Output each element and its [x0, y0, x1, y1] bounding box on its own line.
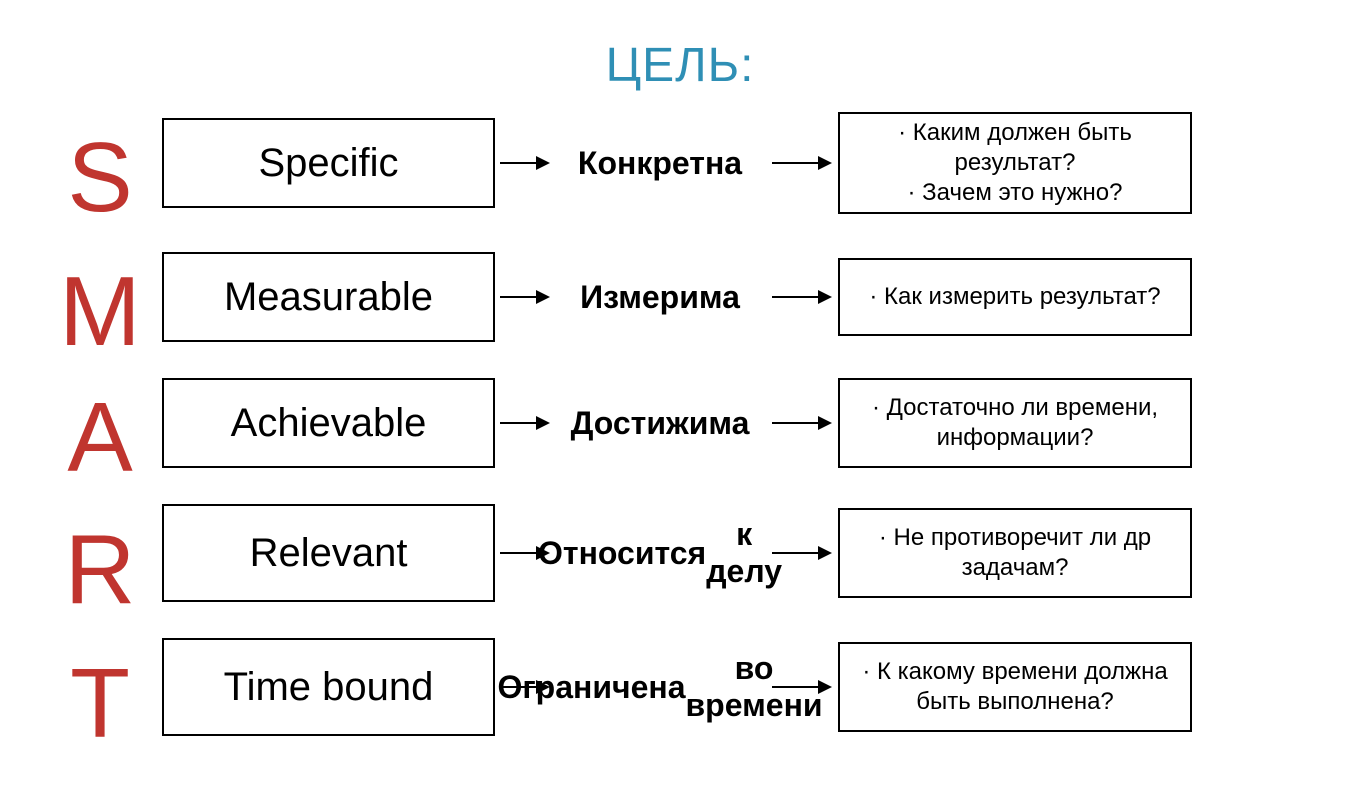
question-box-r: · Не противоречит ли дрзадачам?: [838, 508, 1192, 598]
smart-letter-a: A: [50, 388, 150, 486]
russian-label-t: Ограниченаво времени: [552, 649, 768, 725]
russian-label-s: Конкретна: [552, 143, 768, 183]
russian-label-m: Измерима: [552, 277, 768, 317]
arrow-icon: [772, 552, 830, 554]
smart-letter-m: M: [50, 262, 150, 360]
english-box-r: Relevant: [162, 504, 495, 602]
question-box-a: · Достаточно ли времени,информации?: [838, 378, 1192, 468]
arrow-icon: [772, 162, 830, 164]
smart-letter-r: R: [50, 520, 150, 618]
arrow-icon: [772, 296, 830, 298]
page-title: ЦЕЛЬ:: [0, 38, 1360, 93]
arrow-icon: [772, 422, 830, 424]
question-box-s: · Каким должен бытьрезультат?· Зачем это…: [838, 112, 1192, 214]
arrow-icon: [500, 162, 548, 164]
question-box-m: · Как измерить результат?: [838, 258, 1192, 336]
arrow-icon: [772, 686, 830, 688]
smart-letter-s: S: [50, 128, 150, 226]
english-box-s: Specific: [162, 118, 495, 208]
english-box-m: Measurable: [162, 252, 495, 342]
arrow-icon: [500, 296, 548, 298]
arrow-icon: [500, 422, 548, 424]
smart-letter-t: T: [50, 654, 150, 752]
russian-label-a: Достижима: [552, 403, 768, 443]
english-box-t: Time bound: [162, 638, 495, 736]
english-box-a: Achievable: [162, 378, 495, 468]
russian-label-r: Относитсяк делу: [552, 515, 768, 591]
question-box-t: · К какому времени должнабыть выполнена?: [838, 642, 1192, 732]
